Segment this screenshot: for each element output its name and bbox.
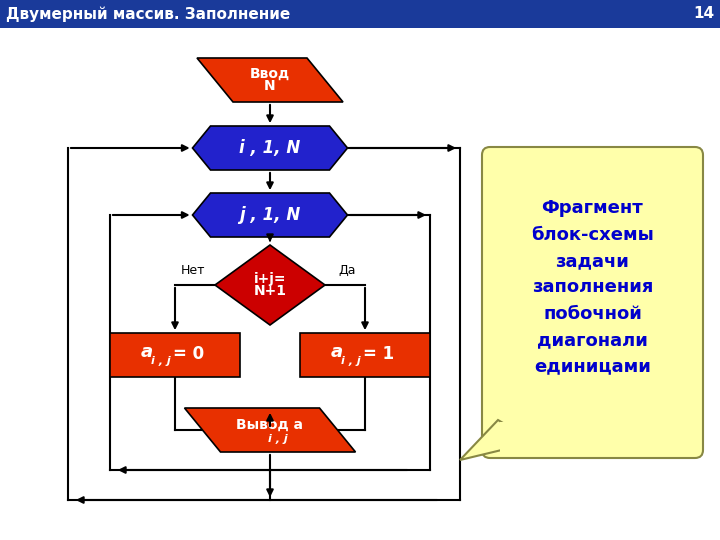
Polygon shape [192,126,348,170]
Text: i+j=: i+j= [253,272,287,286]
Polygon shape [192,193,348,237]
Text: Вывод а: Вывод а [236,418,304,432]
Text: N+1: N+1 [253,284,287,298]
Text: a: a [141,343,153,361]
Text: i , 1, N: i , 1, N [239,139,301,157]
Bar [110,333,240,377]
Polygon shape [460,420,535,460]
Text: Ввод: Ввод [250,67,290,81]
Text: a: a [331,343,343,361]
Bar [300,333,430,377]
Text: = 0: = 0 [174,345,204,363]
Text: Фрагмент
блок-схемы
задачи
заполнения
побочной
диагонали
единицами: Фрагмент блок-схемы задачи заполнения по… [531,199,654,376]
Text: N: N [264,79,276,93]
FancyBboxPatch shape [482,147,703,458]
Text: Нет: Нет [181,264,205,277]
Text: 14: 14 [693,6,714,22]
Text: Двумерный массив. Заполнение: Двумерный массив. Заполнение [6,6,290,22]
Text: i , j: i , j [151,356,171,366]
Polygon shape [500,422,536,452]
Text: j , 1, N: j , 1, N [239,206,301,224]
Text: = 1: = 1 [364,345,395,363]
Bar [0,0,720,28]
Text: Да: Да [338,264,356,277]
Polygon shape [215,245,325,325]
Polygon shape [197,58,343,102]
Polygon shape [184,408,356,452]
Text: i , j: i , j [268,434,288,444]
Text: i , j: i , j [341,356,361,366]
